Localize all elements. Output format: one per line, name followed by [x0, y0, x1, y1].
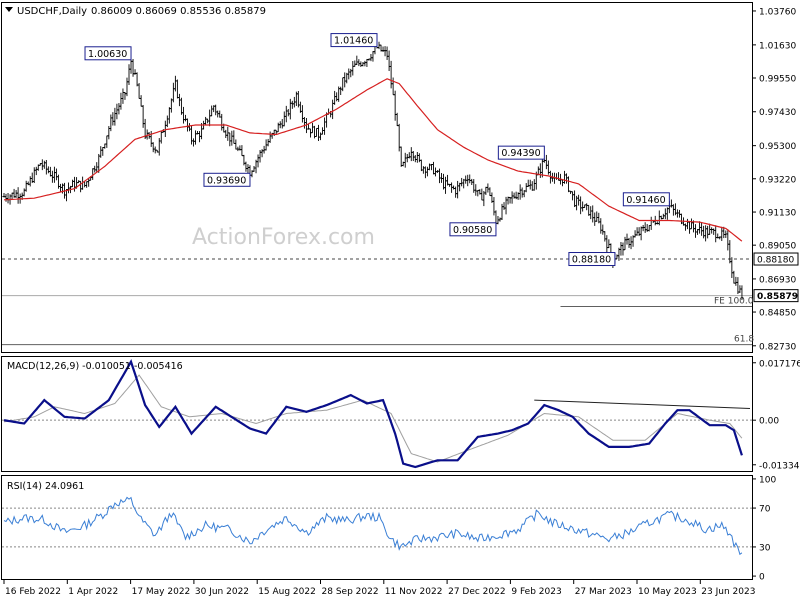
price-annotation-label: 0.90580 [453, 225, 492, 236]
rsi-panel-frame [1, 475, 753, 580]
fib-extension-label: FE 100.0 [714, 296, 754, 306]
time-tick-label: 16 Feb 2022 [5, 587, 61, 597]
price-annotation: 0.88180 [568, 252, 616, 267]
macd-trendline [534, 399, 751, 409]
price-annotation: 0.94390 [497, 145, 545, 160]
price-tick-label: 0.99550 [759, 74, 796, 84]
macd-tick-label: -0.01334 [759, 461, 800, 471]
macd-panel-frame [1, 356, 753, 472]
macd-tick-label: 0.017176 [759, 359, 800, 369]
support-level-label: 0.88180 [757, 256, 794, 266]
current-price-tag: 0.85879 [753, 289, 799, 303]
price-annotation: 0.91460 [622, 192, 670, 207]
ma-line [3, 78, 743, 242]
price-annotation-label: 1.00630 [88, 49, 127, 60]
time-tick-label: 27 Mar 2023 [575, 587, 632, 597]
rsi-tick-label: 0 [759, 573, 765, 583]
price-annotation: 1.00630 [84, 46, 132, 61]
price-tick-label: 0.82730 [759, 342, 796, 352]
price-tick-label: 0.84850 [759, 309, 796, 319]
macd-signal-line [3, 374, 743, 463]
macd-tick-label: 0.00 [759, 417, 779, 427]
ohlc-bar [740, 285, 744, 300]
price-annotation: 1.01460 [330, 33, 378, 48]
macd-main-line [3, 358, 743, 469]
time-tick-label: 28 Sep 2022 [322, 587, 379, 597]
rsi-title: RSI(14) 24.0961 [7, 481, 84, 492]
price-tick-label: 0.97430 [759, 108, 796, 118]
price-axis: 1.03760 1.01630 0.99550 0.97430 0.95300 0.932… [752, 7, 796, 352]
price-annotation-label: 0.93690 [207, 175, 246, 186]
rsi-tick-label: 100 [759, 475, 776, 485]
time-tick-label: 11 Nov 2022 [385, 587, 443, 597]
watermark: ActionForex.com [192, 225, 375, 250]
price-annotation-label: 1.01460 [334, 36, 373, 47]
price-tick-label: 0.86930 [759, 275, 796, 285]
price-annotation: 0.90580 [449, 222, 497, 237]
current-price-label: 0.85879 [757, 292, 798, 302]
dropdown-arrow-icon[interactable] [5, 7, 13, 12]
price-panel-frame [1, 2, 753, 353]
fib-retracement-label: 61.8 [734, 335, 754, 345]
ohlc-values: 0.86009 0.86069 0.85536 0.85879 [91, 6, 266, 17]
moving-average [3, 78, 743, 242]
rsi-tick-label: 70 [759, 505, 771, 515]
time-tick-label: 27 Dec 2022 [448, 587, 506, 597]
price-tick-label: 0.93220 [759, 175, 796, 185]
time-tick-label: 30 Jun 2022 [195, 587, 249, 597]
price-tick-label: 0.91130 [759, 209, 796, 219]
price-tick-label: 1.03760 [759, 7, 796, 17]
rsi-tick-label: 30 [759, 543, 771, 553]
time-tick-label: 15 Aug 2022 [258, 587, 316, 597]
time-tick-label: 9 Feb 2023 [511, 587, 561, 597]
price-annotation-label: 0.91460 [626, 195, 665, 206]
symbol-label: USDCHF,Daily [17, 6, 87, 17]
rsi-layer: 100 70 30 0 [2, 475, 776, 583]
rsi-line [3, 496, 743, 556]
price-tick-label: 1.01630 [759, 41, 796, 51]
time-tick-label: 23 Jun 2023 [701, 587, 755, 597]
price-annotation-label: 0.88180 [572, 255, 611, 266]
time-axis: 16 Feb 2022 1 Apr 2022 17 May 2022 30 Jun 2… [3, 580, 755, 597]
price-annotation-label: 0.94390 [501, 148, 540, 159]
price-annotations: 1.00630 1.01460 0.93690 0.94390 0.90580 0.914… [84, 33, 670, 267]
price-annotation: 0.93690 [203, 172, 251, 187]
price-tick-label: 0.89050 [759, 242, 796, 252]
time-tick-label: 1 Apr 2022 [68, 587, 118, 597]
macd-layer: 0.017176 0.00 -0.01334 [2, 358, 800, 471]
price-tick-label: 0.95300 [759, 142, 796, 152]
macd-title: MACD(12,26,9) -0.010051 -0.005416 [7, 361, 183, 372]
time-tick-label: 17 May 2022 [132, 587, 191, 597]
time-tick-label: 10 May 2023 [638, 587, 697, 597]
support-level-tag: 0.88180 [753, 252, 799, 266]
